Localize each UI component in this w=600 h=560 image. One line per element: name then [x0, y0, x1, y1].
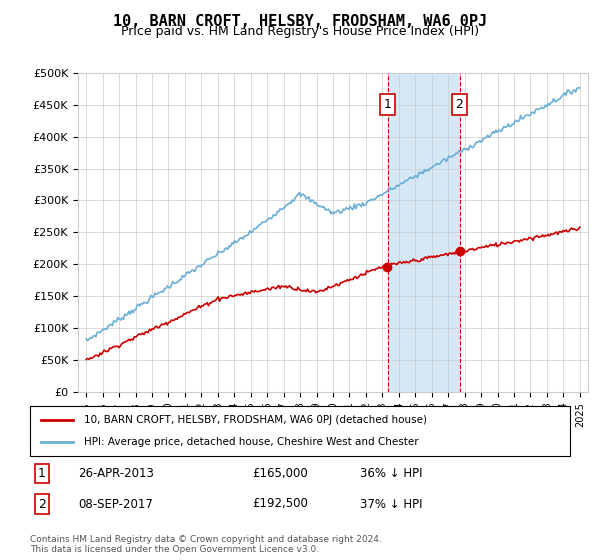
Text: 1: 1 [38, 466, 46, 480]
Text: HPI: Average price, detached house, Cheshire West and Chester: HPI: Average price, detached house, Ches… [84, 437, 419, 447]
Text: 26-APR-2013: 26-APR-2013 [78, 466, 154, 480]
Text: 2: 2 [455, 98, 463, 111]
Bar [388, 73, 460, 392]
Text: 1: 1 [383, 98, 392, 111]
Text: 10, BARN CROFT, HELSBY, FRODSHAM, WA6 0PJ: 10, BARN CROFT, HELSBY, FRODSHAM, WA6 0P… [113, 14, 487, 29]
Text: 2: 2 [38, 497, 46, 511]
Text: 37% ↓ HPI: 37% ↓ HPI [360, 497, 422, 511]
Text: 08-SEP-2017: 08-SEP-2017 [78, 497, 153, 511]
Text: 10, BARN CROFT, HELSBY, FRODSHAM, WA6 0PJ (detached house): 10, BARN CROFT, HELSBY, FRODSHAM, WA6 0P… [84, 415, 427, 425]
Text: 36% ↓ HPI: 36% ↓ HPI [360, 466, 422, 480]
Text: Price paid vs. HM Land Registry's House Price Index (HPI): Price paid vs. HM Land Registry's House … [121, 25, 479, 38]
Text: Contains HM Land Registry data © Crown copyright and database right 2024.
This d: Contains HM Land Registry data © Crown c… [30, 535, 382, 554]
Text: £165,000: £165,000 [252, 466, 308, 480]
Text: £192,500: £192,500 [252, 497, 308, 511]
FancyBboxPatch shape [30, 406, 570, 456]
